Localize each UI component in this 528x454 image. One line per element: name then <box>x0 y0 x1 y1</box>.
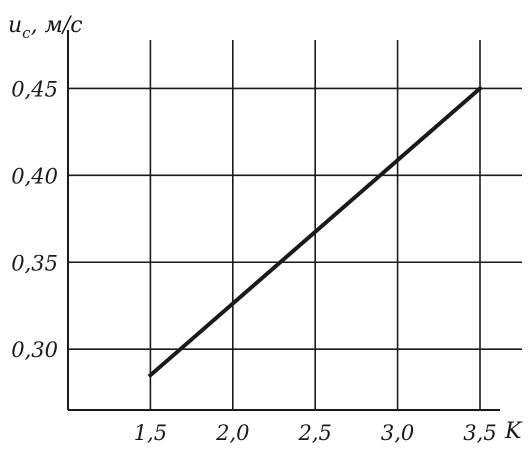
axes-layer <box>67 30 500 411</box>
grid-layer <box>68 40 522 410</box>
series-layer <box>147 85 483 379</box>
y-axis-label-unit: , м/с <box>31 13 83 38</box>
x-axis-label: K <box>504 419 523 444</box>
y-axis-label-sub: c <box>22 24 31 42</box>
y-tick-label-2: 0,40 <box>11 164 58 188</box>
x-tick-label-4: 3,5 <box>463 421 496 445</box>
series-line-0 <box>147 85 483 379</box>
x-tick-label-3: 3,0 <box>381 421 414 445</box>
y-tick-label-1: 0,35 <box>11 251 58 275</box>
y-tick-labels: 0,30 0,35 0,40 0,45 <box>11 77 58 362</box>
x-tick-label-0: 1,5 <box>134 421 167 445</box>
x-tick-labels: 1,5 2,0 2,5 3,0 3,5 <box>134 421 497 445</box>
x-tick-label-2: 2,5 <box>297 421 331 445</box>
y-tick-label-3: 0,45 <box>11 77 58 101</box>
x-tick-label-1: 2,0 <box>215 421 249 445</box>
y-axis-label: uc, м/с <box>8 13 83 42</box>
y-tick-label-0: 0,30 <box>11 338 58 362</box>
y-axis-label-main: u <box>8 13 22 38</box>
